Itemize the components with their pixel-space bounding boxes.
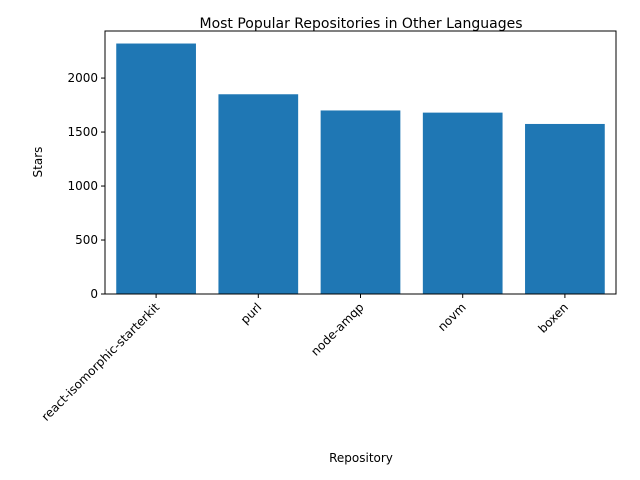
- x-axis: react-isomorphic-starterkit purl node-amqp…: [39, 294, 571, 424]
- x-tick-label: purl: [238, 300, 265, 327]
- bars-group: [116, 43, 605, 295]
- y-tick-label: 2000: [67, 71, 98, 85]
- x-tick-label: react-isomorphic-starterkit: [39, 300, 163, 424]
- x-tick-label: boxen: [535, 300, 571, 336]
- y-tick-label: 1500: [67, 125, 98, 139]
- y-axis-label: Stars: [31, 147, 45, 178]
- bar-purl: [218, 94, 299, 294]
- bar-node-amqp: [320, 110, 401, 294]
- x-tick-label: novm: [435, 300, 469, 334]
- y-tick-label: 0: [90, 287, 98, 301]
- y-tick-label: 500: [75, 233, 98, 247]
- y-axis: 0 500 1000 1500 2000: [67, 71, 105, 301]
- bar-novm: [422, 112, 503, 294]
- x-tick-label: node-amqp: [308, 300, 366, 358]
- chart-title: Most Popular Repositories in Other Langu…: [199, 16, 522, 32]
- plot-frame: [104, 30, 617, 295]
- x-axis-label: Repository: [329, 451, 393, 465]
- y-tick-label: 1000: [67, 179, 98, 193]
- bar-boxen: [525, 123, 605, 294]
- bar-react-isomorphic-starterkit: [116, 43, 196, 295]
